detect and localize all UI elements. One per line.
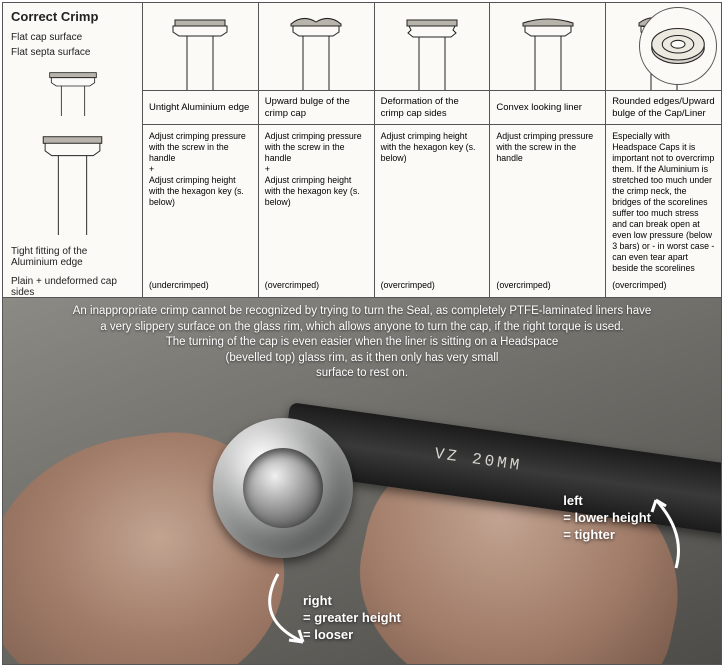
defect-body: Adjust crimping pressure with the screw … (265, 131, 368, 208)
caption-line: (bevelled top) glass rim, as it then onl… (226, 352, 499, 364)
flat-septa-label: Flat septa surface (11, 47, 134, 58)
annotation-right: right = greater height = looser (303, 593, 401, 644)
page: Correct Crimp Flat cap surface Flat sept… (2, 2, 722, 665)
annotation-left: left = lower height = tighter (563, 493, 651, 544)
anno-line: left (563, 493, 583, 508)
anno-line: right (303, 593, 332, 608)
caption-line: An inappropriate crimp cannot be recogni… (73, 305, 652, 317)
top-section: Correct Crimp Flat cap surface Flat sept… (3, 3, 721, 298)
vial-icon (259, 3, 375, 90)
defect-desc: Adjust crimping pressure with the screw … (490, 125, 606, 297)
defect-descriptions: Adjust crimping pressure with the screw … (143, 125, 721, 297)
vial-icon (375, 3, 491, 90)
defect-body: Adjust crimping pressure with the screw … (149, 131, 252, 208)
crimp-head (213, 418, 353, 558)
defect-header: Deformation of the crimp cap sides (375, 91, 491, 124)
flat-cap-label: Flat cap surface (11, 32, 134, 43)
defect-body: Especially with Headspace Caps it is imp… (612, 131, 715, 274)
correct-crimp-title: Correct Crimp (11, 9, 134, 24)
photo-caption: An inappropriate crimp cannot be recogni… (3, 304, 721, 382)
defect-status: (overcrimped) (496, 280, 599, 291)
defect-desc: Adjust crimping pressure with the screw … (143, 125, 259, 297)
caption-line: a very slippery surface on the glass rim… (100, 321, 624, 333)
vial-icon (490, 3, 606, 90)
anno-line: = tighter (563, 527, 615, 542)
defect-grid: Untight Aluminium edge Upward bulge of t… (143, 3, 721, 297)
defect-desc: Adjust crimping height with the hexagon … (375, 125, 491, 297)
tool-label: VZ 20MM (433, 445, 523, 475)
vial-icons-row (143, 3, 721, 91)
tight-edge-label: Tight fitting of the Aluminium edge (11, 246, 134, 268)
correct-crimp-panel: Correct Crimp Flat cap surface Flat sept… (3, 3, 143, 297)
defect-desc: Adjust crimping pressure with the screw … (259, 125, 375, 297)
defect-status: (undercrimped) (149, 280, 252, 291)
cap-inset-circle (639, 7, 717, 85)
defect-status: (overcrimped) (612, 280, 715, 291)
plain-sides-label: Plain + undeformed cap sides (11, 276, 134, 298)
photo-section: VZ 20MM An inappropriate crimp cannot be… (3, 298, 721, 664)
defect-header: Upward bulge of the crimp cap (259, 91, 375, 124)
defect-status: (overcrimped) (265, 280, 368, 291)
anno-line: = lower height (563, 510, 651, 525)
defect-body: Adjust crimping pressure with the screw … (496, 131, 599, 164)
anno-line: = looser (303, 627, 353, 642)
defect-header: Untight Aluminium edge (143, 91, 259, 124)
vial-icon (143, 3, 259, 90)
correct-vial-bottom-icon (11, 128, 134, 238)
caption-line: surface to rest on. (316, 367, 408, 379)
caption-line: The turning of the cap is even easier wh… (166, 336, 559, 348)
defect-header: Convex looking liner (490, 91, 606, 124)
anno-line: = greater height (303, 610, 401, 625)
defect-headers: Untight Aluminium edge Upward bulge of t… (143, 91, 721, 125)
defect-desc: Especially with Headspace Caps it is imp… (606, 125, 721, 297)
defect-header: Rounded edges/Upward bulge of the Cap/Li… (606, 91, 721, 124)
defect-body: Adjust crimping height with the hexagon … (381, 131, 484, 164)
correct-vial-top-icon (11, 66, 134, 116)
defect-status: (overcrimped) (381, 280, 484, 291)
